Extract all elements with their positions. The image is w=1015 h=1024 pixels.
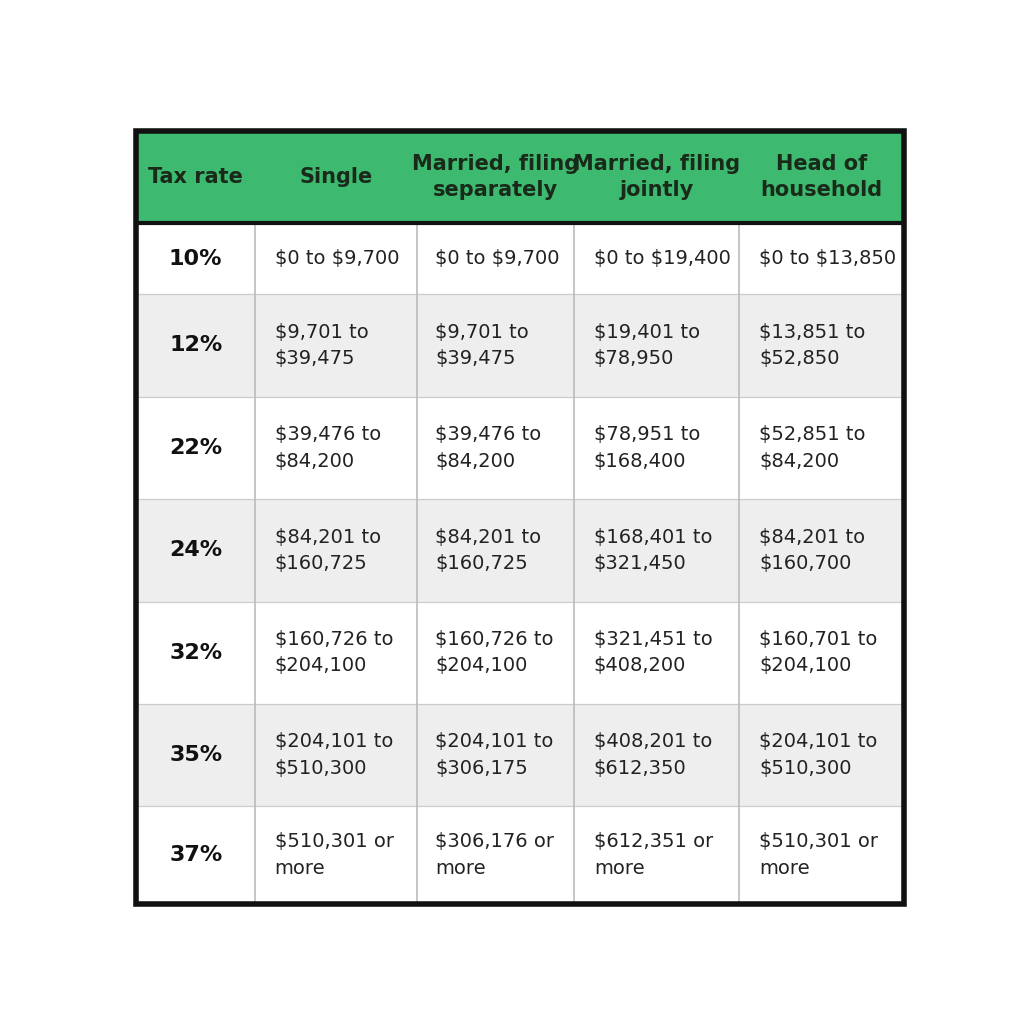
- Text: \$612,351 or
more: \$612,351 or more: [594, 833, 713, 878]
- Text: 37%: 37%: [170, 845, 222, 865]
- Text: Single: Single: [299, 167, 373, 186]
- Text: \$84,201 to
\$160,700: \$84,201 to \$160,700: [759, 527, 865, 573]
- Text: \$321,451 to
\$408,200: \$321,451 to \$408,200: [594, 630, 713, 676]
- Bar: [136, 703, 904, 807]
- Text: \$204,101 to
\$510,300: \$204,101 to \$510,300: [275, 732, 393, 778]
- Text: \$168,401 to
\$321,450: \$168,401 to \$321,450: [594, 527, 713, 573]
- Text: \$306,176 or
more: \$306,176 or more: [435, 833, 554, 878]
- Text: 22%: 22%: [170, 438, 222, 458]
- Text: \$13,851 to
\$52,850: \$13,851 to \$52,850: [759, 323, 865, 369]
- Bar: [136, 396, 904, 499]
- Text: \$160,726 to
\$204,100: \$160,726 to \$204,100: [275, 630, 393, 676]
- Text: \$39,476 to
\$84,200: \$39,476 to \$84,200: [435, 425, 542, 471]
- Text: \$0 to \$9,700: \$0 to \$9,700: [275, 249, 399, 268]
- Text: \$78,951 to
\$168,400: \$78,951 to \$168,400: [594, 425, 700, 471]
- Text: Tax rate: Tax rate: [148, 167, 244, 186]
- Text: \$19,401 to
\$78,950: \$19,401 to \$78,950: [594, 323, 700, 369]
- Text: Married, filing
jointly: Married, filing jointly: [572, 154, 740, 200]
- Text: \$510,301 or
more: \$510,301 or more: [275, 833, 394, 878]
- Text: \$9,701 to
\$39,475: \$9,701 to \$39,475: [435, 323, 529, 369]
- Text: \$510,301 or
more: \$510,301 or more: [759, 833, 878, 878]
- Text: 35%: 35%: [170, 745, 222, 765]
- Text: \$160,726 to
\$204,100: \$160,726 to \$204,100: [435, 630, 554, 676]
- Text: 10%: 10%: [168, 249, 222, 268]
- Bar: [136, 294, 904, 396]
- Text: \$0 to \$13,850: \$0 to \$13,850: [759, 249, 896, 268]
- Bar: [136, 131, 904, 223]
- Text: \$204,101 to
\$510,300: \$204,101 to \$510,300: [759, 732, 877, 778]
- Text: 12%: 12%: [170, 336, 222, 355]
- Text: \$39,476 to
\$84,200: \$39,476 to \$84,200: [275, 425, 381, 471]
- Bar: [136, 601, 904, 703]
- Text: 32%: 32%: [170, 643, 222, 663]
- Text: \$0 to \$19,400: \$0 to \$19,400: [594, 249, 731, 268]
- Text: \$204,101 to
\$306,175: \$204,101 to \$306,175: [435, 732, 554, 778]
- Text: \$52,851 to
\$84,200: \$52,851 to \$84,200: [759, 425, 866, 471]
- Bar: [136, 499, 904, 601]
- Bar: [136, 807, 904, 903]
- Text: Head of
household: Head of household: [760, 154, 883, 200]
- Bar: [136, 223, 904, 294]
- Text: \$160,701 to
\$204,100: \$160,701 to \$204,100: [759, 630, 877, 676]
- Text: 24%: 24%: [170, 541, 222, 560]
- Text: \$408,201 to
\$612,350: \$408,201 to \$612,350: [594, 732, 713, 778]
- Text: \$84,201 to
\$160,725: \$84,201 to \$160,725: [275, 527, 381, 573]
- Text: \$9,701 to
\$39,475: \$9,701 to \$39,475: [275, 323, 368, 369]
- Text: \$0 to \$9,700: \$0 to \$9,700: [435, 249, 560, 268]
- Text: \$84,201 to
\$160,725: \$84,201 to \$160,725: [435, 527, 542, 573]
- Text: Married, filing
separately: Married, filing separately: [412, 154, 579, 200]
